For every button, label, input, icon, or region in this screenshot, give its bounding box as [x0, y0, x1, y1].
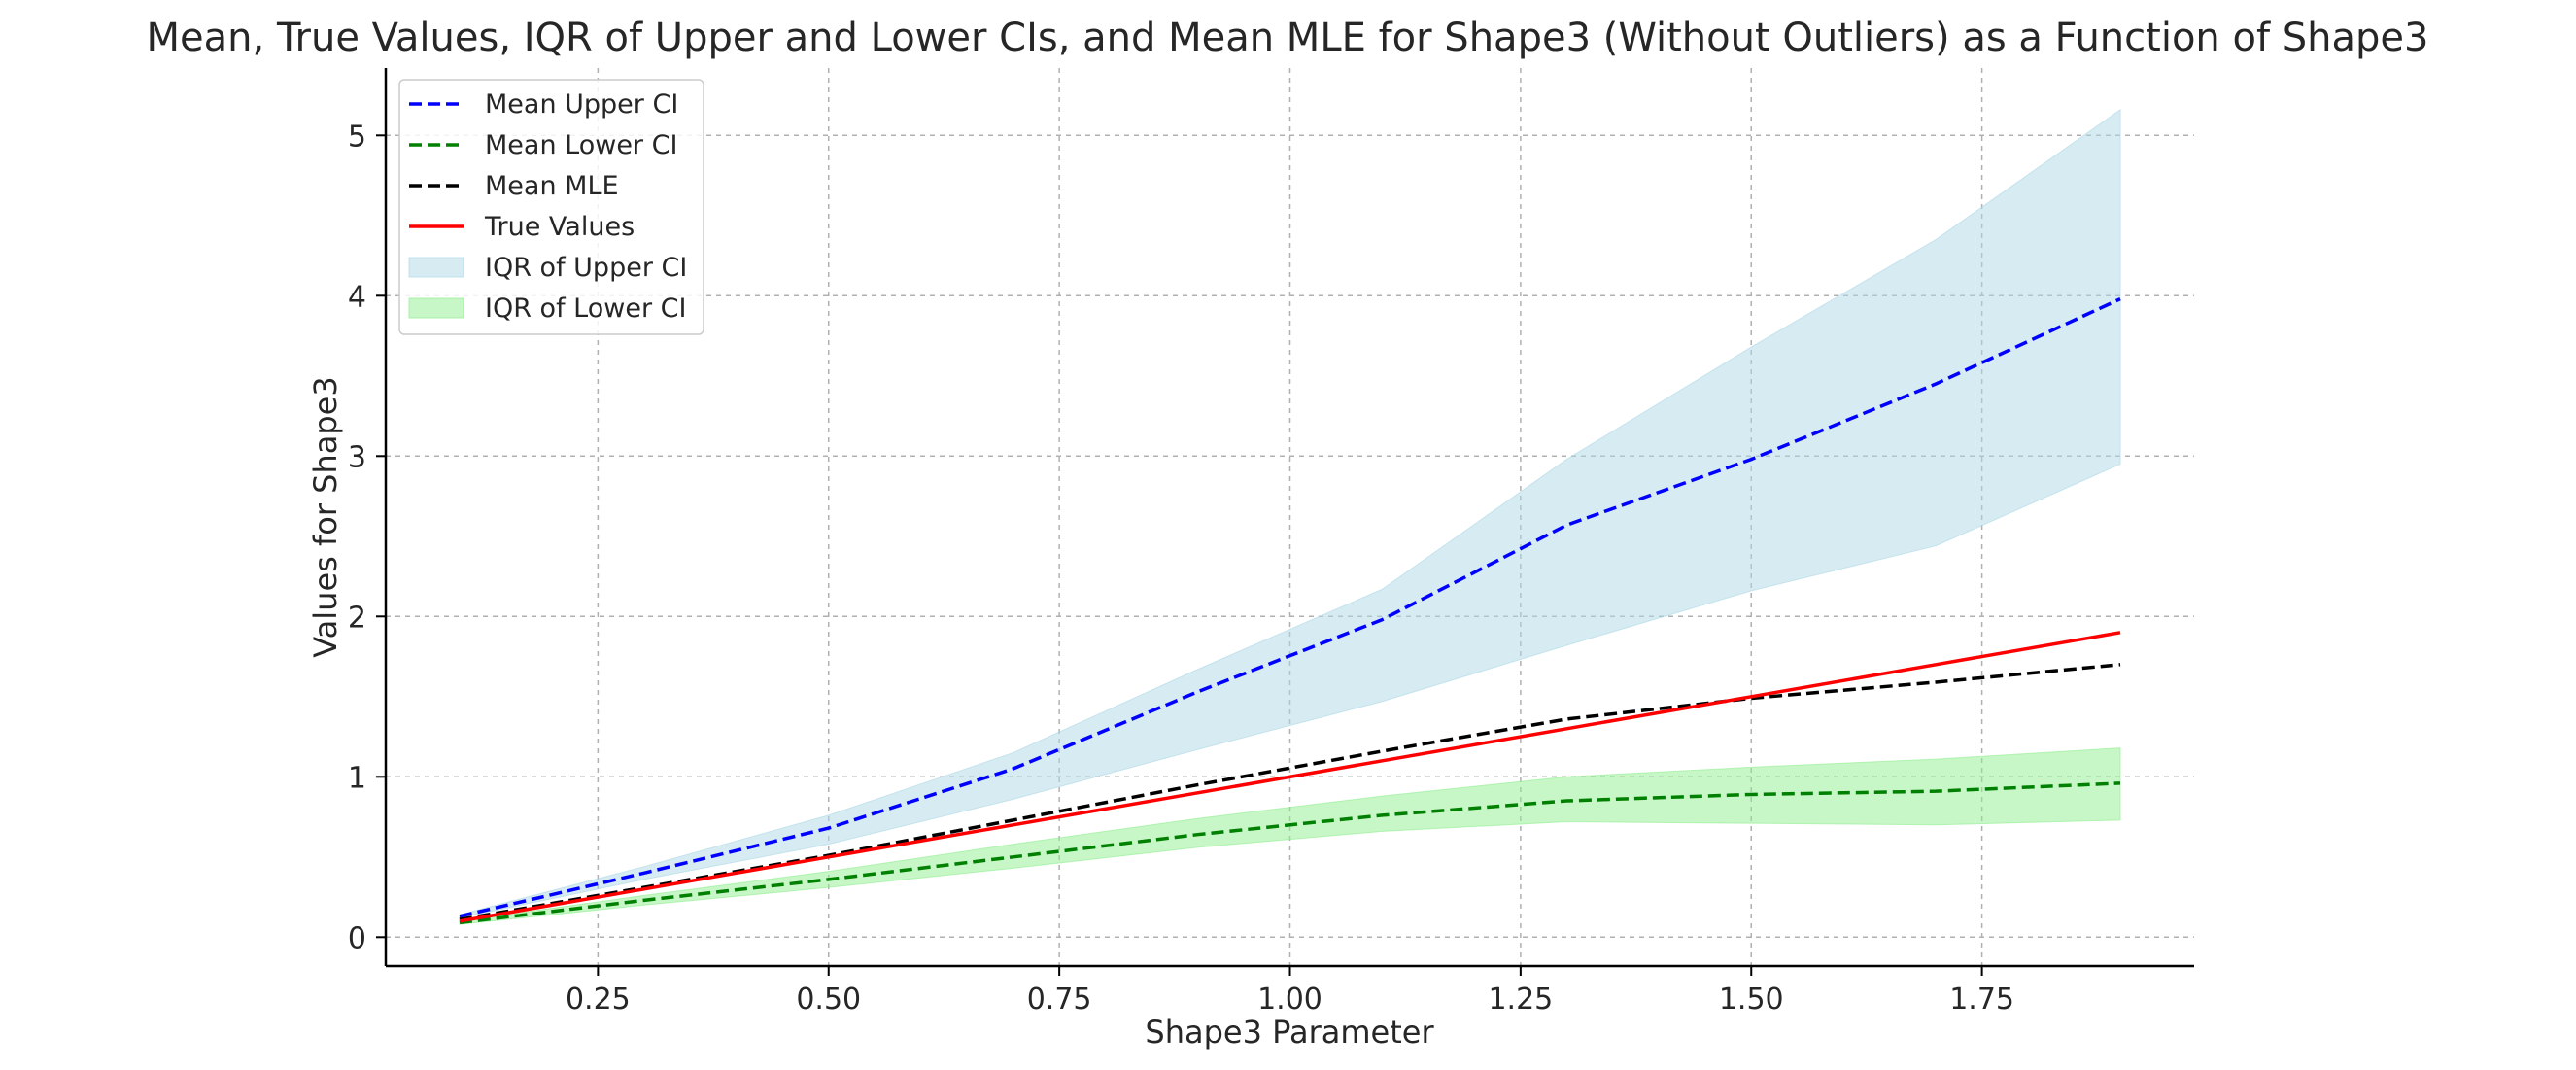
x-tick-label-3: 1.00 [1257, 983, 1322, 1017]
legend-label-iqr-of-lower-ci: IQR of Lower CI [485, 293, 686, 324]
iqr-bands [459, 108, 2121, 925]
legend-label-mean-mle: Mean MLE [485, 171, 619, 201]
legend: Mean Upper CI Mean Lower CI Mean MLE True V… [398, 79, 704, 335]
y-tick-label-3: 3 [348, 440, 366, 474]
y-tick-label-1: 1 [348, 761, 366, 795]
y-tick-label-4: 4 [348, 280, 366, 314]
x-tick-label-4: 1.25 [1488, 983, 1553, 1017]
x-tick-label-1: 0.50 [796, 983, 861, 1017]
legend-label-iqr-of-upper-ci: IQR of Upper CI [485, 253, 687, 283]
x-tick-label-6: 1.75 [1949, 983, 2014, 1017]
y-tick-label-2: 2 [348, 601, 366, 635]
x-tick-label-5: 1.50 [1719, 983, 1784, 1017]
chart-title: Mean, True Values, IQR of Upper and Lowe… [147, 16, 2429, 60]
legend-label-mean-upper-ci: Mean Upper CI [485, 89, 678, 120]
legend-label-true-values: True Values [484, 212, 635, 242]
series-lines [459, 297, 2121, 925]
x-tick-label-0: 0.25 [566, 983, 631, 1017]
legend-swatch-iqr-of-lower-ci [408, 297, 464, 319]
band-iqr-of-lower-ci [459, 747, 2121, 925]
line-true-values [459, 631, 2121, 923]
y-tick-label-0: 0 [348, 921, 366, 955]
x-axis-label: Shape3 Parameter [1145, 1014, 1434, 1051]
x-ticks: 0.25 0.50 0.75 1.00 1.25 1.50 1.75 [566, 966, 2014, 1017]
x-tick-label-2: 0.75 [1027, 983, 1092, 1017]
y-tick-label-5: 5 [348, 120, 366, 154]
line-mean-upper-ci [459, 297, 2121, 918]
y-axis-label: Values for Shape3 [307, 376, 344, 657]
legend-label-mean-lower-ci: Mean Lower CI [485, 130, 677, 160]
line-mean-lower-ci [459, 781, 2121, 925]
legend-swatch-iqr-of-upper-ci [408, 257, 464, 278]
y-ticks: 0 1 2 3 4 5 [348, 120, 386, 955]
band-iqr-of-upper-ci [459, 108, 2121, 919]
legend-box [398, 79, 704, 335]
